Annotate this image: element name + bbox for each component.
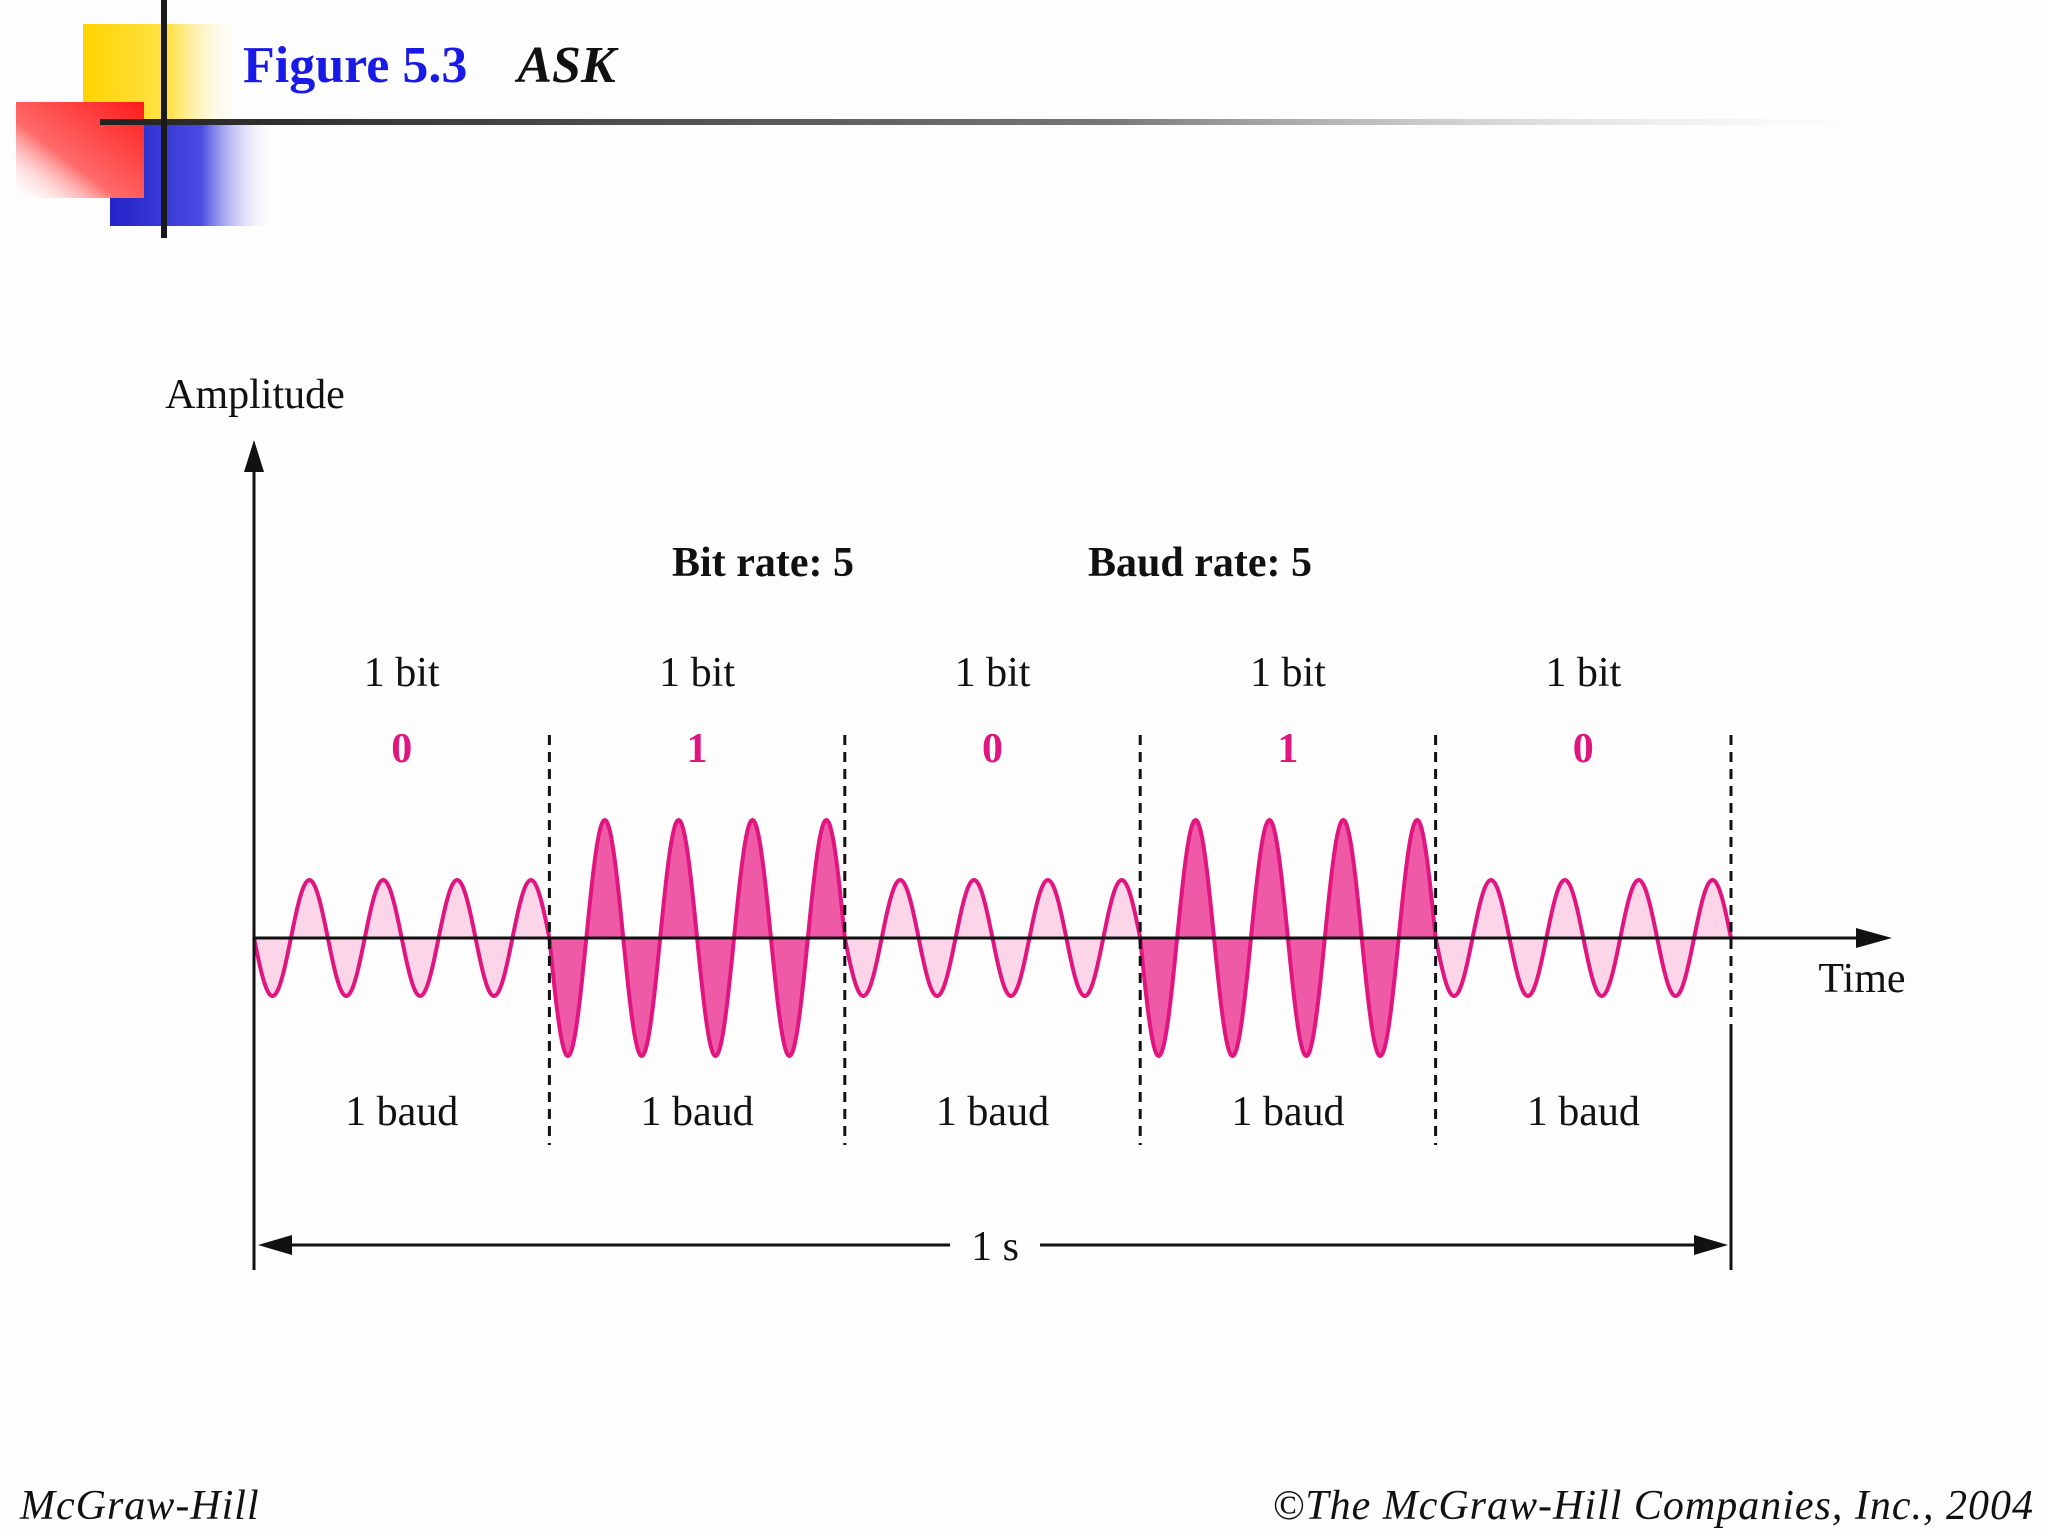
baud-label: 1 baud: [1527, 1089, 1640, 1135]
figure-title: ASK: [517, 37, 616, 94]
slide-decoration: [16, 0, 1940, 238]
bit-value: 0: [391, 726, 412, 772]
header-rule: [100, 119, 1940, 125]
duration-arrowhead-left: [258, 1235, 292, 1255]
x-axis-arrowhead: [1856, 928, 1892, 948]
bit-label: 1 bit: [1250, 650, 1326, 696]
bit-value: 1: [687, 726, 708, 772]
baud-rate-label: Baud rate: 5: [1088, 540, 1312, 586]
baud-label: 1 baud: [641, 1089, 754, 1135]
y-axis-arrowhead: [244, 440, 264, 472]
bit-rate-label: Bit rate: 5: [672, 540, 854, 586]
bit-label: 1 bit: [364, 650, 440, 696]
bit-label: 1 bit: [659, 650, 735, 696]
vertical-rule: [161, 0, 167, 238]
segment-labels: 1 bit 0 1 baud 1 bit 1 1 baud 1 bit 0 1 baud 1 bi…: [345, 650, 1640, 1135]
bit-value: 1: [1277, 726, 1298, 772]
duration-arrowhead-right: [1694, 1235, 1728, 1255]
duration-label: 1 s: [971, 1224, 1019, 1270]
figure-number: Figure 5.3: [243, 37, 468, 94]
y-axis-label: Amplitude: [165, 372, 345, 418]
bit-boundaries: [547, 735, 1733, 1145]
bit-label: 1 bit: [1545, 650, 1621, 696]
baud-label: 1 baud: [936, 1089, 1049, 1135]
red-square: [16, 102, 144, 198]
publisher-footer: McGraw-Hill: [20, 1483, 260, 1529]
bit-label: 1 bit: [955, 650, 1031, 696]
copyright-footer: ©The McGraw-Hill Companies, Inc., 2004: [1272, 1483, 2034, 1529]
x-axis-label: Time: [1818, 956, 1905, 1002]
bit-value: 0: [1573, 726, 1594, 772]
baud-label: 1 baud: [345, 1089, 458, 1135]
bit-value: 0: [982, 726, 1003, 772]
slide-title: Figure 5.3 ASK: [243, 36, 616, 95]
baud-label: 1 baud: [1231, 1089, 1344, 1135]
ask-diagram: Amplitude Time Bit rate: 5 Baud rate: 5 …: [165, 372, 1906, 1270]
